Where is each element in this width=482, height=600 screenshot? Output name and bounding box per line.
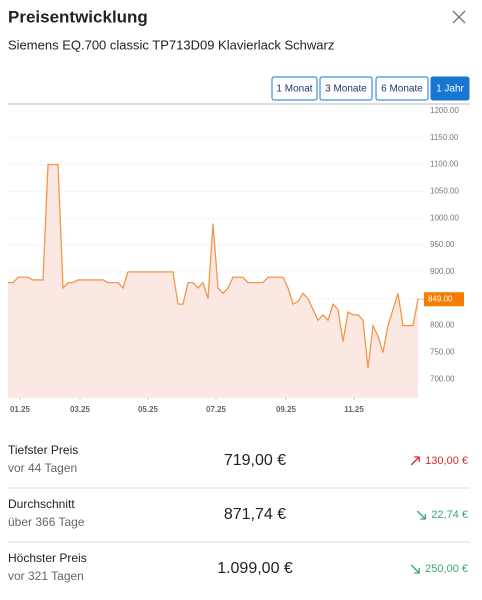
y-tick-label: 700.00 <box>430 374 455 383</box>
price-line <box>8 163 419 369</box>
range-button[interactable]: 1 Jahr <box>430 76 470 101</box>
y-tick-label: 1200.00 <box>430 106 459 115</box>
button-frame <box>375 76 429 101</box>
y-tick-label: 1150.00 <box>430 133 459 142</box>
range-button[interactable]: 1 Monat <box>271 76 318 101</box>
y-tick-label: 750.00 <box>430 347 455 356</box>
stat-change: 250,00 € <box>425 563 468 575</box>
stat-price: 719,00 € <box>224 452 286 469</box>
button-label: 3 Monate <box>325 84 367 95</box>
stat-price: 1.099,00 € <box>217 560 293 577</box>
y-tick-label: 1100.00 <box>430 160 459 169</box>
button-label: 6 Monate <box>381 84 423 95</box>
trend-arrow <box>416 510 426 520</box>
x-tick-label: 07.25 <box>206 405 227 414</box>
button-frame <box>319 76 373 101</box>
title: Preisentwicklung <box>8 7 148 26</box>
stat-change: 22,74 € <box>431 509 468 521</box>
range-button[interactable]: 6 Monate <box>375 76 429 101</box>
stat-label: Höchster Preis <box>8 551 87 565</box>
button-frame <box>271 76 318 101</box>
subtitle: Siemens EQ.700 classic TP713D09 Klavierl… <box>8 37 334 52</box>
stat-sublabel: vor 321 Tagen <box>8 569 84 583</box>
current-price-box <box>424 292 464 307</box>
stat-sublabel: vor 44 Tagen <box>8 461 77 475</box>
stat-sublabel: über 366 Tage <box>8 515 85 529</box>
stat-change: 130,00 € <box>425 455 468 467</box>
stat-price: 871,74 € <box>224 506 286 523</box>
button-label: 1 Monat <box>276 84 312 95</box>
x-tick-label: 11.25 <box>344 405 364 414</box>
area-fill <box>8 164 418 398</box>
x-tick-label: 05.25 <box>138 405 159 414</box>
current-price-label: 849.00 <box>428 294 453 303</box>
y-tick-label: 800.00 <box>430 321 455 330</box>
range-button[interactable]: 3 Monate <box>319 76 373 101</box>
x-tick-label: 01.25 <box>10 405 31 414</box>
y-tick-label: 900.00 <box>430 267 455 276</box>
button-label: 1 Jahr <box>436 84 464 95</box>
y-tick-label: 1000.00 <box>430 213 459 222</box>
trend-arrow <box>410 564 420 574</box>
stat-label: Tiefster Preis <box>8 443 78 457</box>
button-frame <box>430 76 470 101</box>
y-tick-label: 1050.00 <box>430 187 459 196</box>
x-tick-label: 03.25 <box>70 405 91 414</box>
x-tick-label: 09.25 <box>276 405 297 414</box>
trend-arrow <box>410 456 420 466</box>
close-button[interactable] <box>452 10 466 24</box>
stat-label: Durchschnitt <box>8 497 75 511</box>
y-tick-label: 950.00 <box>430 240 455 249</box>
